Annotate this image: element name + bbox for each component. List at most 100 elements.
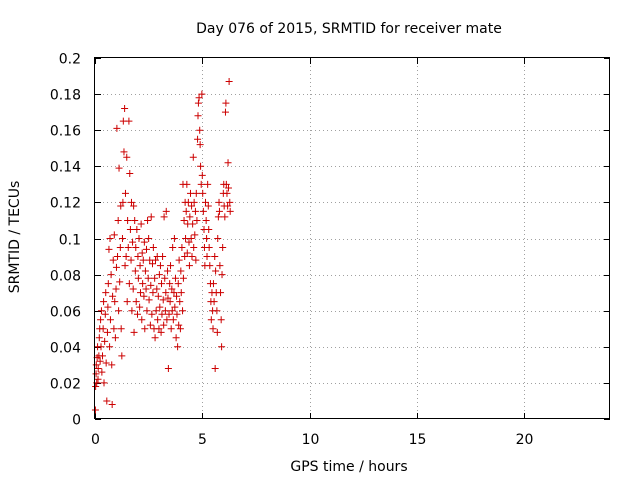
data-point — [117, 202, 125, 210]
x-tick-label: 5 — [198, 432, 207, 448]
data-point — [183, 249, 191, 257]
data-point — [92, 361, 100, 369]
y-axis-label: SRMTID / TECUs — [7, 181, 23, 294]
data-point — [205, 244, 213, 252]
data-point — [204, 180, 212, 188]
data-point — [151, 334, 159, 342]
data-point — [116, 278, 124, 286]
data-point — [94, 375, 102, 383]
data-point — [196, 141, 204, 149]
data-point — [129, 238, 137, 246]
data-point — [121, 105, 129, 113]
data-point — [173, 292, 181, 300]
x-tick-label: 20 — [516, 432, 534, 448]
data-point — [165, 310, 173, 318]
data-point — [179, 307, 187, 315]
data-point — [124, 216, 132, 224]
data-point — [132, 298, 140, 306]
data-point — [174, 343, 182, 351]
data-point — [171, 303, 179, 311]
data-point — [101, 310, 109, 318]
data-point — [107, 271, 115, 279]
data-point — [177, 289, 185, 297]
data-point — [216, 262, 224, 270]
data-point — [210, 298, 218, 306]
data-point — [116, 244, 124, 252]
data-point — [161, 274, 169, 282]
data-point — [136, 262, 144, 270]
data-point — [101, 337, 109, 345]
data-point — [112, 285, 120, 293]
data-point — [218, 271, 226, 279]
data-point — [166, 280, 174, 288]
data-point — [206, 262, 214, 270]
data-point — [117, 325, 125, 333]
data-point — [160, 321, 168, 329]
data-point — [91, 406, 99, 414]
data-points — [91, 77, 234, 414]
data-point — [123, 153, 131, 161]
data-point — [159, 296, 167, 304]
data-point — [106, 235, 114, 242]
data-point — [118, 235, 126, 242]
data-point — [175, 256, 183, 264]
data-point — [196, 126, 204, 134]
data-point — [199, 207, 207, 215]
data-point — [169, 244, 177, 252]
data-point — [111, 298, 119, 306]
data-point — [205, 225, 213, 233]
data-point — [218, 343, 226, 351]
y-tick-label: 0.08 — [50, 269, 81, 285]
data-point — [189, 153, 197, 161]
data-point — [105, 245, 113, 253]
data-point — [217, 316, 225, 324]
data-point — [168, 285, 176, 293]
data-point — [102, 289, 110, 297]
grid — [95, 58, 610, 419]
data-point — [123, 298, 131, 306]
data-point — [128, 307, 136, 315]
data-point — [121, 262, 129, 270]
data-point — [190, 244, 198, 252]
y-tick-label: 0.02 — [50, 377, 81, 393]
data-point — [217, 289, 225, 297]
data-point — [225, 77, 233, 85]
data-point — [109, 292, 117, 300]
data-point — [224, 202, 232, 210]
data-point — [192, 256, 200, 264]
data-point — [130, 328, 138, 336]
data-point — [106, 316, 114, 324]
data-point — [188, 253, 196, 261]
data-point — [214, 213, 222, 221]
data-point — [140, 292, 148, 300]
data-point — [178, 244, 186, 252]
data-point — [226, 207, 234, 215]
data-point — [149, 289, 157, 297]
data-point — [161, 307, 169, 315]
data-point — [222, 99, 230, 107]
data-point — [209, 280, 217, 288]
data-point — [188, 202, 196, 210]
data-point — [195, 94, 203, 102]
data-point — [192, 189, 200, 197]
data-point — [162, 207, 170, 215]
data-point — [207, 316, 215, 324]
data-point — [158, 310, 166, 318]
data-point — [142, 285, 150, 293]
data-point — [133, 225, 141, 233]
data-point — [219, 244, 227, 252]
data-point — [191, 231, 199, 239]
data-point — [94, 364, 102, 372]
data-point — [162, 289, 170, 297]
plot-frame — [94, 57, 610, 419]
data-point — [145, 296, 153, 304]
data-point — [151, 274, 159, 282]
data-point — [155, 271, 163, 279]
data-point — [172, 334, 180, 342]
data-point — [138, 249, 146, 257]
data-point — [198, 171, 206, 179]
data-point — [138, 316, 146, 324]
data-point — [97, 316, 105, 324]
data-point — [155, 325, 163, 333]
